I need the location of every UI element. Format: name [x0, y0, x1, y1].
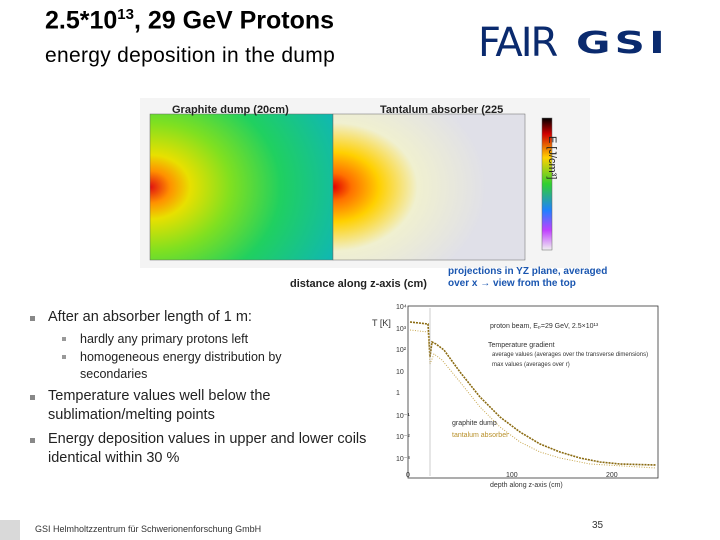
logo-fair: FAIR [478, 20, 558, 66]
plot-y-label: T [K] [372, 318, 391, 328]
plot-material: graphite dump [452, 420, 497, 427]
bullet: After an absorber length of 1 m: [48, 309, 252, 325]
plot-y-tick-label: 10⁻³ [396, 455, 410, 463]
bullet-marker [62, 337, 66, 341]
plot-x-label: depth along z-axis (cm) [490, 482, 563, 489]
logo-gsi: GSI [576, 26, 669, 61]
colorbar-label: E [J/cm³] [546, 136, 558, 180]
plot-y-tick-label: 10³ [396, 325, 407, 333]
plot-material: tantalum absorber [452, 432, 509, 439]
subtitle: energy deposition in the dump [45, 44, 336, 67]
sub-bullet: homogeneous energy distribution by secon… [80, 350, 282, 381]
bullet-marker [30, 316, 35, 321]
figure-right-label: Tantalum absorber (225 [380, 104, 504, 116]
plot-y-tick-label: 10⁻² [396, 434, 410, 441]
sub-bullet: hardly any primary protons left [80, 332, 249, 346]
plot-x-tick-label: 100 [506, 472, 518, 479]
bullet-marker [30, 395, 35, 400]
plot-y-tick-label: 1 [396, 390, 400, 397]
page-number: 35 [592, 520, 604, 531]
bullet: Energy deposition values in upper and lo… [48, 431, 367, 466]
title: 2.5*1013, 29 GeV Protons [45, 6, 335, 35]
footer: GSI Helmholtzzentrum für Schwerionenfors… [35, 524, 262, 534]
plot-x-tick-label: 0 [406, 472, 410, 479]
footer-stripe [0, 520, 20, 540]
figure-x-label: distance along z-axis (cm) [290, 278, 427, 290]
plot-y-tick-label: 10⁻¹ [396, 412, 410, 420]
plot-beam: proton beam, Eₚ=29 GeV, 2.5×10¹³ [490, 323, 599, 330]
plot-legend-entry: max values (averages over r) [492, 362, 570, 368]
figure-note: over x → view from the top [448, 278, 576, 289]
figure-left-label: Graphite dump (20cm) [172, 104, 289, 116]
plot-legend-entry: average values (averages over the transv… [492, 352, 649, 358]
temperature-plot [407, 305, 659, 479]
plot-y-tick-label: 10 [396, 368, 404, 376]
bullet-marker [62, 355, 66, 359]
bullet-marker [30, 438, 35, 443]
plot-y-tick-label: 10² [396, 347, 407, 354]
heatmap-figure [140, 98, 590, 268]
bullet: Temperature values well below the sublim… [48, 388, 271, 423]
figure-note: projections in YZ plane, averaged [448, 266, 608, 277]
plot-x-tick-label: 200 [606, 472, 618, 479]
plot-y-tick-label: 10⁴ [396, 304, 407, 311]
plot-legend-title: Temperature gradient [488, 342, 555, 349]
